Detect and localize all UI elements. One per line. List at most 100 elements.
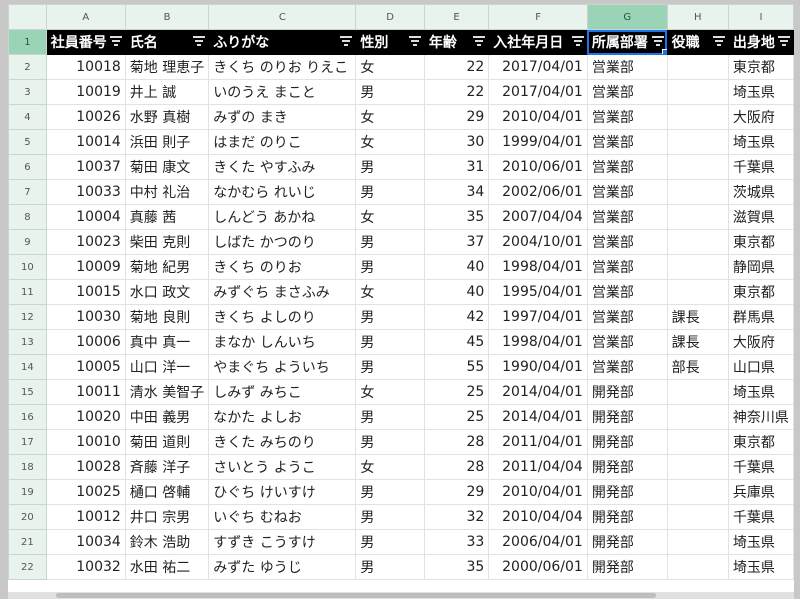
- cell-b[interactable]: 菊地 理恵子: [124, 54, 210, 80]
- cell-c[interactable]: みずぐち まさふみ: [208, 279, 357, 305]
- cell-f[interactable]: 1998/04/01: [488, 329, 588, 355]
- cell-g[interactable]: 開発部: [586, 454, 668, 480]
- cell-i[interactable]: 大阪府: [727, 329, 794, 355]
- fill-handle[interactable]: [661, 49, 667, 54]
- cell-a[interactable]: 10012: [45, 504, 126, 530]
- cell-e[interactable]: 30: [423, 129, 490, 155]
- cell-h[interactable]: [666, 129, 729, 155]
- cell-e[interactable]: 31: [423, 154, 490, 180]
- column-header-a[interactable]: A: [45, 4, 126, 30]
- cell-f[interactable]: 2006/04/01: [488, 529, 588, 555]
- cell-d[interactable]: 女: [355, 129, 425, 155]
- row-header[interactable]: 2: [8, 54, 47, 80]
- cell-g[interactable]: 開発部: [586, 504, 668, 530]
- cell-c[interactable]: きくち のりお りえこ: [208, 54, 357, 80]
- cell-g[interactable]: 営業部: [586, 254, 668, 280]
- cell-a[interactable]: 10023: [45, 229, 126, 255]
- cell-h[interactable]: [666, 154, 729, 180]
- cell-c[interactable]: いぐち むねお: [208, 504, 357, 530]
- cell-b[interactable]: 水田 祐二: [124, 554, 210, 580]
- cell-c[interactable]: すずき こうすけ: [208, 529, 357, 555]
- cell-a[interactable]: 10006: [45, 329, 126, 355]
- scrollbar-thumb[interactable]: [56, 593, 656, 598]
- cell-e[interactable]: 37: [423, 229, 490, 255]
- cell-a[interactable]: 10018: [45, 54, 126, 80]
- cell-f[interactable]: 2011/04/01: [488, 429, 588, 455]
- row-header[interactable]: 3: [8, 79, 47, 105]
- cell-c[interactable]: やまぐち よういち: [208, 354, 357, 380]
- cell-b[interactable]: 水野 真樹: [124, 104, 210, 130]
- cell-c[interactable]: なかた よしお: [208, 404, 357, 430]
- cell-g[interactable]: 営業部: [586, 104, 668, 130]
- cell-c[interactable]: しんどう あかね: [208, 204, 357, 230]
- filter-icon[interactable]: [109, 36, 122, 46]
- cell-a[interactable]: 10030: [45, 304, 126, 330]
- cell-e[interactable]: 55: [423, 354, 490, 380]
- cell-g[interactable]: 営業部: [586, 329, 668, 355]
- cell-f[interactable]: 2011/04/04: [488, 454, 588, 480]
- cell-a[interactable]: 10033: [45, 179, 126, 205]
- cell-h[interactable]: [666, 104, 729, 130]
- cell-f[interactable]: 2010/06/01: [488, 154, 588, 180]
- cell-g[interactable]: 営業部: [586, 229, 668, 255]
- filter-icon[interactable]: [778, 36, 790, 46]
- cell-f[interactable]: 1995/04/01: [488, 279, 588, 305]
- cell-c[interactable]: きくた みちのり: [208, 429, 357, 455]
- cell-b[interactable]: 菊田 道則: [124, 429, 210, 455]
- cell-c[interactable]: みずた ゆうじ: [208, 554, 357, 580]
- select-all-corner[interactable]: [8, 4, 47, 30]
- cell-e[interactable]: 25: [423, 404, 490, 430]
- filter-icon[interactable]: [473, 36, 486, 46]
- cell-f[interactable]: 2017/04/01: [488, 79, 588, 105]
- cell-e[interactable]: 45: [423, 329, 490, 355]
- cell-h[interactable]: 課長: [666, 304, 729, 330]
- cell-i[interactable]: 埼玉県: [727, 379, 794, 405]
- column-header-d[interactable]: D: [355, 4, 425, 30]
- cell-e[interactable]: 22: [423, 79, 490, 105]
- cell-f[interactable]: 2007/04/04: [488, 204, 588, 230]
- cell-b[interactable]: 菊田 康文: [124, 154, 210, 180]
- cell-b[interactable]: 中村 礼治: [124, 179, 210, 205]
- row-header[interactable]: 20: [8, 504, 47, 530]
- cell-d[interactable]: 女: [355, 379, 425, 405]
- cell-i[interactable]: 滋賀県: [727, 204, 794, 230]
- cell-b[interactable]: 柴田 克則: [124, 229, 210, 255]
- cell-b[interactable]: 山口 洋一: [124, 354, 210, 380]
- cell-d[interactable]: 男: [355, 154, 425, 180]
- cell-f[interactable]: 1990/04/01: [488, 354, 588, 380]
- cell-d[interactable]: 男: [355, 404, 425, 430]
- row-header[interactable]: 8: [8, 204, 47, 230]
- row-header[interactable]: 7: [8, 179, 47, 205]
- column-header-c[interactable]: C: [208, 4, 357, 30]
- column-header-e[interactable]: E: [423, 4, 490, 30]
- cell-b[interactable]: 清水 美智子: [124, 379, 210, 405]
- cell-f[interactable]: 2010/04/01: [488, 479, 588, 505]
- cell-g[interactable]: 営業部: [586, 179, 668, 205]
- cell-d[interactable]: 男: [355, 529, 425, 555]
- cell-d[interactable]: 男: [355, 354, 425, 380]
- header-cell[interactable]: 所属部署: [586, 29, 668, 55]
- cell-c[interactable]: ひぐち けいすけ: [208, 479, 357, 505]
- cell-h[interactable]: [666, 279, 729, 305]
- cell-g[interactable]: 営業部: [586, 79, 668, 105]
- cell-f[interactable]: 2014/04/01: [488, 379, 588, 405]
- cell-f[interactable]: 2014/04/01: [488, 404, 588, 430]
- cell-a[interactable]: 10034: [45, 529, 126, 555]
- cell-h[interactable]: 課長: [666, 329, 729, 355]
- cell-g[interactable]: 開発部: [586, 529, 668, 555]
- cell-h[interactable]: [666, 404, 729, 430]
- cell-c[interactable]: しばた かつのり: [208, 229, 357, 255]
- row-header[interactable]: 4: [8, 104, 47, 130]
- cell-g[interactable]: 営業部: [586, 304, 668, 330]
- cell-f[interactable]: 2010/04/04: [488, 504, 588, 530]
- cell-d[interactable]: 男: [355, 554, 425, 580]
- filter-icon[interactable]: [712, 36, 725, 46]
- cell-e[interactable]: 42: [423, 304, 490, 330]
- row-header[interactable]: 18: [8, 454, 47, 480]
- cell-c[interactable]: いのうえ まこと: [208, 79, 357, 105]
- filter-icon[interactable]: [571, 36, 584, 46]
- cell-e[interactable]: 40: [423, 279, 490, 305]
- header-cell[interactable]: 性別: [355, 29, 425, 55]
- cell-g[interactable]: 営業部: [586, 354, 668, 380]
- cell-b[interactable]: 井上 誠: [124, 79, 210, 105]
